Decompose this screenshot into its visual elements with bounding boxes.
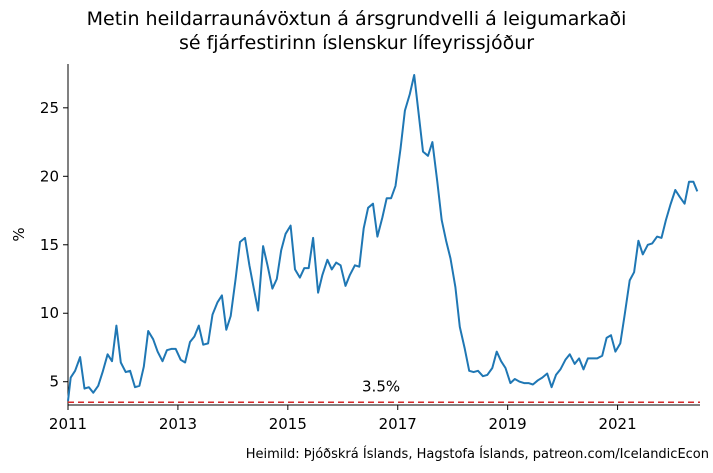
x-tick-label: 2017 [379, 415, 417, 433]
y-tick-label: 5 [49, 373, 59, 391]
y-axis-label: % [10, 227, 28, 241]
x-tick-label: 2013 [159, 415, 197, 433]
y-tick-label: 10 [40, 304, 59, 322]
y-tick-label: 20 [40, 167, 59, 185]
chart-title-line-1: Metin heildarraunávöxtun á ársgrundvelli… [86, 8, 627, 30]
y-tick-label: 25 [40, 99, 59, 117]
source-note: Heimild: Þjóðskrá Íslands, Hagstofa Ísla… [245, 447, 709, 462]
x-tick-label: 2011 [49, 415, 87, 433]
reference-line-label: 3.5% [362, 377, 400, 395]
chart-title-line-2: sé fjárfestirinn íslenskur lífeyrissjóðu… [178, 32, 535, 54]
y-tick-label: 15 [40, 236, 59, 254]
x-tick-label: 2021 [598, 415, 636, 433]
x-tick-label: 2019 [489, 415, 527, 433]
x-tick-label: 2015 [269, 415, 307, 433]
series-line [67, 74, 699, 402]
